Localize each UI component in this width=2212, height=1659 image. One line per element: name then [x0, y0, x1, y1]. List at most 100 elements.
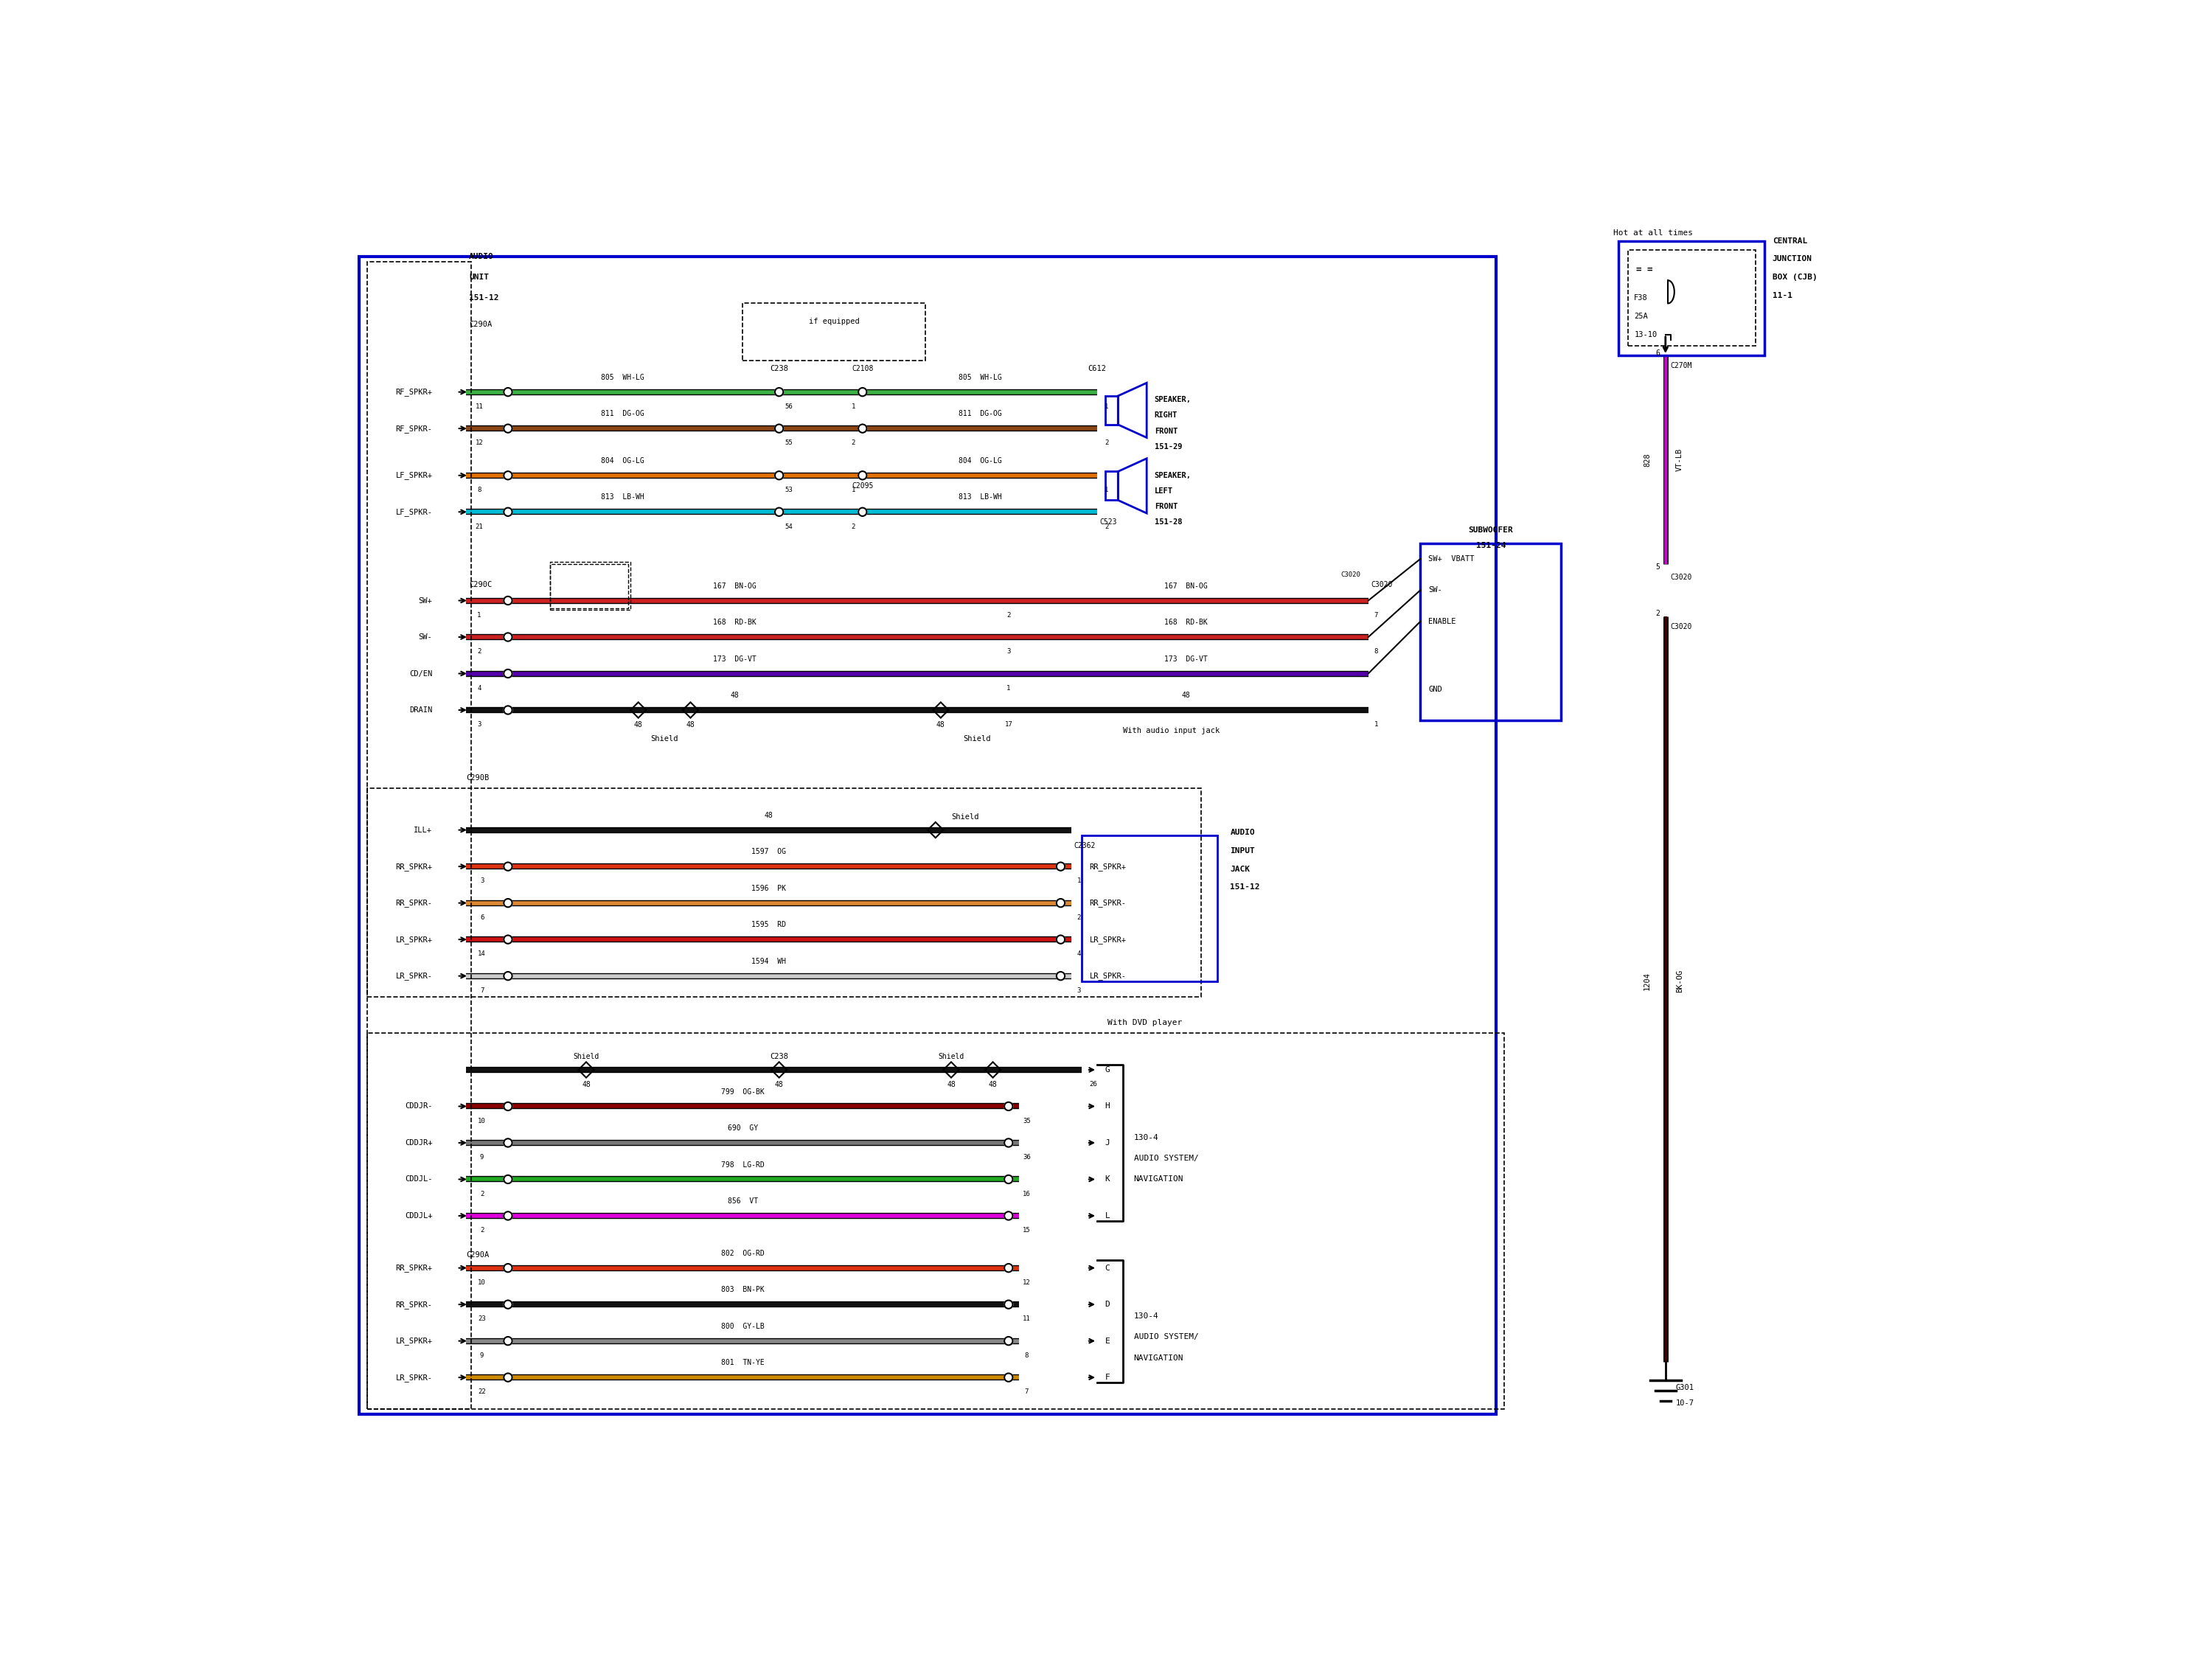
Text: RF_SPKR+: RF_SPKR+ [396, 388, 431, 397]
Circle shape [504, 1138, 513, 1146]
Text: CENTRAL: CENTRAL [1772, 237, 1807, 244]
Circle shape [504, 863, 513, 871]
Text: 8: 8 [478, 486, 482, 493]
Text: 48: 48 [582, 1080, 591, 1088]
Text: LR_SPKR-: LR_SPKR- [396, 972, 431, 980]
Text: 130-4: 130-4 [1133, 1133, 1159, 1141]
Text: 22: 22 [478, 1389, 487, 1395]
Text: SPEAKER,: SPEAKER, [1155, 397, 1192, 403]
Circle shape [504, 425, 513, 433]
Text: 1594  WH: 1594 WH [752, 957, 785, 966]
Bar [1420, 542, 1562, 720]
Circle shape [1004, 1337, 1013, 1345]
Text: 1: 1 [1077, 878, 1082, 884]
Text: 167  BN-OG: 167 BN-OG [1164, 582, 1208, 589]
Text: AUDIO: AUDIO [469, 252, 493, 260]
Text: CDDJL+: CDDJL+ [405, 1213, 431, 1219]
Bar [1106, 397, 1117, 425]
Bar [367, 788, 1201, 997]
Text: 14: 14 [478, 951, 487, 957]
Text: 802  OG-RD: 802 OG-RD [721, 1249, 765, 1258]
Text: C3020: C3020 [1670, 622, 1692, 630]
Text: 151-29: 151-29 [1155, 443, 1181, 451]
Text: = =: = = [1637, 265, 1652, 274]
Text: 12: 12 [1022, 1279, 1031, 1286]
Text: 26: 26 [1088, 1082, 1097, 1088]
Circle shape [504, 1337, 513, 1345]
Text: D: D [1106, 1301, 1110, 1309]
Text: 798  LG-RD: 798 LG-RD [721, 1161, 765, 1168]
Circle shape [774, 388, 783, 397]
Circle shape [1004, 1102, 1013, 1110]
Text: 2: 2 [1006, 612, 1011, 619]
Text: FRONT: FRONT [1155, 503, 1177, 511]
Bar [743, 304, 925, 360]
Text: INPUT: INPUT [1230, 848, 1254, 854]
Text: 1: 1 [478, 612, 482, 619]
Text: 25A: 25A [1635, 312, 1648, 320]
Text: Shield: Shield [964, 735, 991, 743]
Text: 4: 4 [1077, 951, 1082, 957]
Circle shape [774, 508, 783, 516]
Circle shape [1004, 1264, 1013, 1272]
Text: C2108: C2108 [852, 365, 874, 372]
Text: AUDIO SYSTEM/: AUDIO SYSTEM/ [1133, 1334, 1199, 1340]
Text: 8: 8 [1374, 649, 1378, 655]
Text: G: G [1106, 1067, 1110, 1073]
Text: LEFT: LEFT [1155, 488, 1172, 494]
Text: 2: 2 [1077, 914, 1082, 921]
Text: 9: 9 [480, 1155, 484, 1161]
Text: BK-OG: BK-OG [1677, 969, 1683, 992]
Text: 168  RD-BK: 168 RD-BK [712, 619, 757, 625]
Text: 690  GY: 690 GY [728, 1125, 759, 1131]
Text: J: J [1106, 1140, 1110, 1146]
Circle shape [1057, 863, 1064, 871]
Text: C3020: C3020 [1340, 571, 1360, 577]
Bar [1106, 471, 1117, 501]
Text: 151-28: 151-28 [1155, 519, 1181, 526]
Text: 813  LB-WH: 813 LB-WH [958, 494, 1002, 501]
Text: RR_SPKR+: RR_SPKR+ [396, 863, 431, 871]
Bar [549, 562, 630, 611]
Circle shape [504, 1301, 513, 1309]
Text: 151-12: 151-12 [469, 294, 498, 302]
Text: RR_SPKR-: RR_SPKR- [396, 899, 431, 907]
Text: 800  GY-LB: 800 GY-LB [721, 1322, 765, 1331]
Circle shape [1057, 899, 1064, 907]
Circle shape [504, 1374, 513, 1382]
Circle shape [1004, 1211, 1013, 1219]
Text: 6: 6 [1655, 348, 1659, 357]
Text: Shield: Shield [650, 735, 679, 743]
Text: 21: 21 [476, 523, 482, 529]
Text: 48: 48 [774, 1080, 783, 1088]
Text: SPEAKER,: SPEAKER, [1155, 471, 1192, 479]
Text: F38: F38 [1635, 294, 1648, 302]
Text: 48: 48 [947, 1080, 956, 1088]
Text: FRONT: FRONT [1155, 428, 1177, 435]
Text: 9: 9 [480, 1352, 484, 1359]
Text: 10: 10 [478, 1118, 487, 1125]
Text: 3: 3 [478, 722, 482, 728]
Text: SW+  VBATT: SW+ VBATT [1429, 556, 1475, 562]
Circle shape [858, 508, 867, 516]
Circle shape [504, 899, 513, 907]
Text: VT-LB: VT-LB [1677, 448, 1683, 471]
Text: CDDJL-: CDDJL- [405, 1176, 431, 1183]
Circle shape [504, 972, 513, 980]
Text: 801  TN-YE: 801 TN-YE [721, 1359, 765, 1367]
Text: 805  WH-LG: 805 WH-LG [602, 373, 644, 382]
Text: CDDJR-: CDDJR- [405, 1103, 431, 1110]
Text: 151-12: 151-12 [1230, 884, 1261, 891]
Text: CDDJR+: CDDJR+ [405, 1140, 431, 1146]
Text: 7: 7 [1374, 612, 1378, 619]
Text: K: K [1106, 1176, 1110, 1183]
Text: GND: GND [1429, 685, 1442, 693]
Text: LF_SPKR-: LF_SPKR- [396, 508, 431, 516]
Text: 8: 8 [1024, 1352, 1029, 1359]
Text: 1: 1 [852, 486, 856, 493]
Text: RIGHT: RIGHT [1155, 411, 1177, 420]
Circle shape [774, 425, 783, 433]
Text: C3020: C3020 [1371, 581, 1394, 589]
Text: L: L [1106, 1213, 1110, 1219]
Text: 2: 2 [478, 649, 482, 655]
